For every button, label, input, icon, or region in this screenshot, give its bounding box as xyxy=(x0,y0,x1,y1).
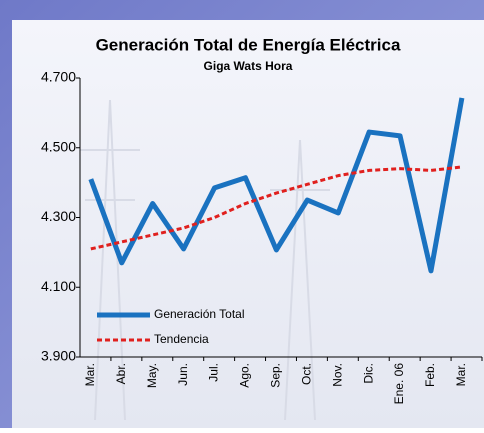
x-tick-label: Dic. xyxy=(361,363,375,384)
y-tick-label: 4.500 xyxy=(41,138,76,154)
x-tick-label: Mar. xyxy=(454,363,468,386)
tower-decoration xyxy=(80,99,330,421)
legend-label: Tendencia xyxy=(154,332,209,346)
y-tick-label: 4.700 xyxy=(41,69,76,85)
x-tick-label: Ago. xyxy=(238,363,252,388)
chart-title: Generación Total de Energía Eléctrica xyxy=(96,35,401,54)
x-tick-label: Nov. xyxy=(330,363,344,387)
x-tick-label: Sep. xyxy=(269,363,283,388)
x-tick-label: Jul. xyxy=(207,363,221,382)
x-tick-label: Jun. xyxy=(176,363,190,386)
y-tick-label: 4.100 xyxy=(41,278,76,294)
series-line xyxy=(88,97,465,274)
x-tick-label: Oct. xyxy=(299,363,313,385)
x-tick-label: Abr. xyxy=(114,363,128,384)
series-line xyxy=(90,165,463,251)
y-tick-label: 4.300 xyxy=(41,208,76,224)
x-tick-label: Ene. 06 xyxy=(392,363,406,405)
panel xyxy=(12,20,484,428)
x-tick-label: Feb. xyxy=(423,363,437,387)
x-tick-label: Mar. xyxy=(83,363,97,386)
legend-label: Generación Total xyxy=(154,307,245,321)
y-tick-label: 3.900 xyxy=(41,348,76,364)
x-tick-label: May. xyxy=(145,363,159,388)
chart-subtitle: Giga Wats Hora xyxy=(204,59,293,73)
